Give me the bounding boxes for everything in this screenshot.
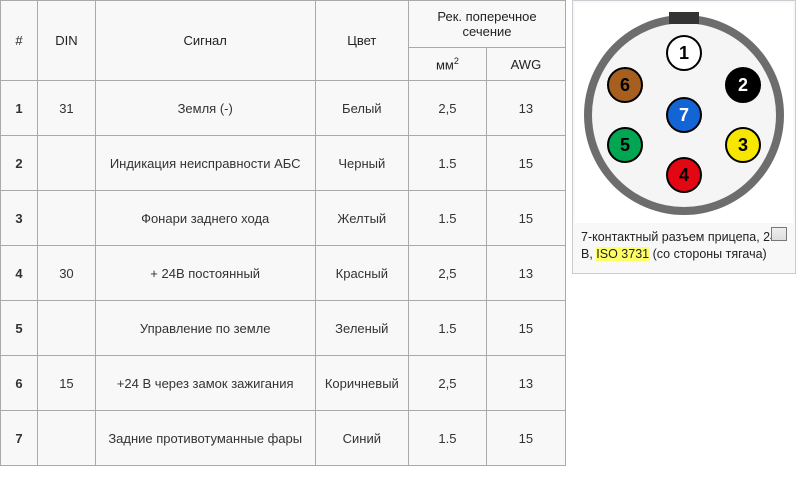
cell-mm2: 2,5 xyxy=(409,356,487,411)
table-row: 5 Управление по землеЗеленый1.515 xyxy=(1,301,566,356)
cell-signal: + 24В постоянный xyxy=(95,246,315,301)
cell-din xyxy=(38,301,96,356)
cell-color: Красный xyxy=(315,246,408,301)
cell-awg: 15 xyxy=(486,411,565,466)
header-color: Цвет xyxy=(315,1,408,81)
cell-signal: Задние противотуманные фары xyxy=(95,411,315,466)
header-awg: AWG xyxy=(486,48,565,81)
header-num: # xyxy=(1,1,38,81)
cell-awg: 13 xyxy=(486,81,565,136)
svg-text:4: 4 xyxy=(679,165,689,185)
cell-signal: Управление по земле xyxy=(95,301,315,356)
pinout-table: # DIN Сигнал Цвет Рек. поперечное сечени… xyxy=(0,0,566,466)
svg-text:2: 2 xyxy=(738,75,748,95)
enlarge-icon[interactable] xyxy=(771,227,787,241)
svg-text:7: 7 xyxy=(679,105,689,125)
cell-mm2: 1.5 xyxy=(409,411,487,466)
cell-num: 2 xyxy=(1,136,38,191)
table-row: 3 Фонари заднего ходаЖелтый1.515 xyxy=(1,191,566,246)
table-row: 2 Индикация неисправности АБСЧерный1.515 xyxy=(1,136,566,191)
cell-color: Белый xyxy=(315,81,408,136)
cell-mm2: 1.5 xyxy=(409,301,487,356)
cell-num: 1 xyxy=(1,81,38,136)
cell-din: 15 xyxy=(38,356,96,411)
cell-awg: 15 xyxy=(486,191,565,246)
cell-awg: 13 xyxy=(486,246,565,301)
cell-color: Черный xyxy=(315,136,408,191)
table-row: 615+24 В через замок зажиганияКоричневый… xyxy=(1,356,566,411)
cell-awg: 15 xyxy=(486,301,565,356)
svg-text:5: 5 xyxy=(620,135,630,155)
cell-num: 7 xyxy=(1,411,38,466)
cell-color: Желтый xyxy=(315,191,408,246)
table-row: 430+ 24В постоянныйКрасный2,513 xyxy=(1,246,566,301)
cell-mm2: 2,5 xyxy=(409,81,487,136)
header-din: DIN xyxy=(38,1,96,81)
svg-text:6: 6 xyxy=(620,75,630,95)
cell-color: Синий xyxy=(315,411,408,466)
cell-signal: Фонари заднего хода xyxy=(95,191,315,246)
header-signal: Сигнал xyxy=(95,1,315,81)
table-row: 7 Задние противотуманные фарыСиний1.515 xyxy=(1,411,566,466)
cell-num: 6 xyxy=(1,356,38,411)
cell-num: 4 xyxy=(1,246,38,301)
svg-text:1: 1 xyxy=(679,43,689,63)
cell-num: 5 xyxy=(1,301,38,356)
cell-awg: 13 xyxy=(486,356,565,411)
cell-din: 31 xyxy=(38,81,96,136)
table-row: 131Земля (-)Белый2,513 xyxy=(1,81,566,136)
header-cross-section: Рек. поперечное сечение xyxy=(409,1,566,48)
svg-text:3: 3 xyxy=(738,135,748,155)
cell-din xyxy=(38,136,96,191)
figure-caption: 7-контактный разъем прицепа, 24 В, ISO 3… xyxy=(575,223,793,271)
header-mm2: мм2 xyxy=(409,48,487,81)
cell-awg: 15 xyxy=(486,136,565,191)
cell-mm2: 1.5 xyxy=(409,191,487,246)
connector-diagram: 1 2 3 4 5 6 7 xyxy=(575,3,793,223)
cell-color: Зеленый xyxy=(315,301,408,356)
cell-num: 3 xyxy=(1,191,38,246)
cell-din xyxy=(38,411,96,466)
cell-signal: Земля (-) xyxy=(95,81,315,136)
cell-signal: Индикация неисправности АБС xyxy=(95,136,315,191)
cell-mm2: 2,5 xyxy=(409,246,487,301)
connector-figure: 1 2 3 4 5 6 7 7-контактный разъем прицепа, 24 … xyxy=(572,0,796,274)
cell-din: 30 xyxy=(38,246,96,301)
cell-color: Коричневый xyxy=(315,356,408,411)
cell-din xyxy=(38,191,96,246)
cell-mm2: 1.5 xyxy=(409,136,487,191)
cell-signal: +24 В через замок зажигания xyxy=(95,356,315,411)
